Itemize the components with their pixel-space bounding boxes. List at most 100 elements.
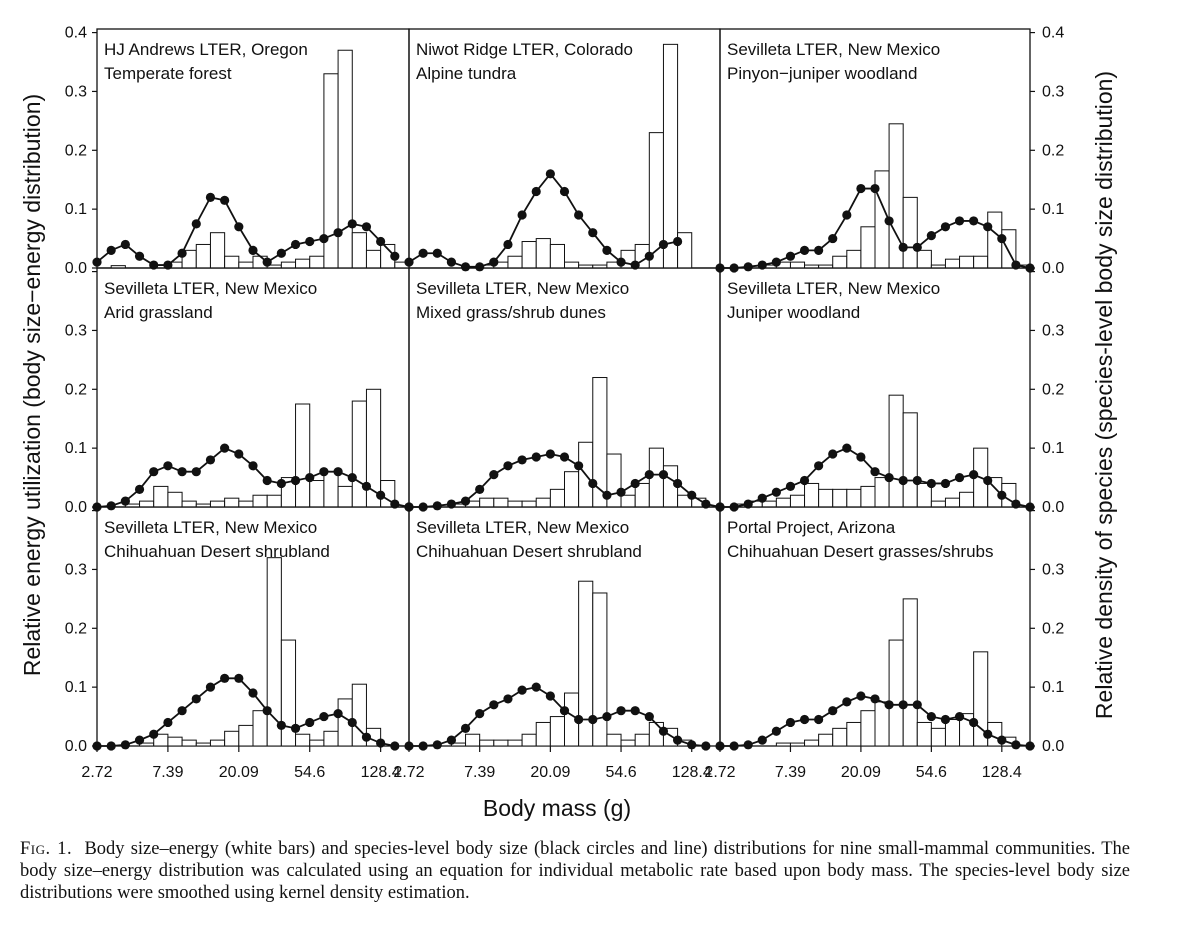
species-density-point	[884, 700, 894, 710]
energy-bar	[309, 739, 325, 747]
species-density-point	[842, 210, 852, 220]
species-density-point	[588, 228, 598, 238]
species-density-point	[134, 735, 145, 745]
panel-subtitle: Arid grassland	[104, 303, 213, 322]
species-density-point	[898, 700, 908, 710]
species-density-point	[134, 251, 145, 261]
panel-9: Portal Project, Arizona Chihuahuan Desert…	[704, 506, 1064, 781]
species-density-point	[672, 735, 683, 745]
species-density-point	[799, 714, 810, 725]
panel-subtitle: Mixed grass/shrub dunes	[416, 303, 606, 322]
species-density-point	[898, 242, 908, 253]
energy-bar	[549, 488, 566, 508]
y-axis-label-right: Relative density of species (species-lev…	[1091, 71, 1117, 719]
species-density-point	[856, 452, 866, 462]
energy-bar	[944, 258, 961, 269]
y-tick-label-left: 0.4	[65, 25, 87, 42]
energy-bar	[280, 261, 297, 269]
y-tick-label-right: 0.3	[1042, 83, 1064, 100]
energy-bar	[888, 639, 904, 747]
panel-8: Sevilleta LTER, New Mexico Chihuahuan Des…	[393, 506, 721, 781]
y-tick-label-left: 0.1	[65, 440, 87, 457]
species-density-point	[191, 467, 201, 477]
energy-bar	[224, 497, 240, 508]
energy-bar	[818, 733, 834, 747]
y-tick-label-right: 0.2	[1042, 381, 1064, 398]
species-density-point	[757, 493, 767, 503]
species-density-point	[785, 251, 796, 261]
energy-bar	[564, 261, 580, 269]
species-density-point	[842, 697, 852, 707]
y-tick-label-left: 0.3	[65, 83, 87, 100]
species-density-point	[574, 714, 584, 725]
y-tick-label-left: 0.1	[65, 679, 87, 696]
species-density-point	[997, 490, 1007, 500]
species-density-point	[361, 481, 372, 492]
x-tick-label: 7.39	[464, 764, 495, 781]
energy-bar	[252, 710, 268, 747]
energy-bar	[789, 494, 806, 508]
species-density-point	[743, 740, 753, 750]
species-density-point	[545, 169, 555, 179]
species-density-point	[644, 251, 654, 261]
species-density-point	[729, 741, 739, 751]
energy-bar	[804, 482, 820, 508]
species-density-point	[771, 726, 781, 736]
panel-title: Sevilleta LTER, New Mexico	[416, 518, 629, 537]
energy-bar	[493, 497, 509, 508]
species-density-point	[828, 233, 838, 244]
x-tick-label: 128.4	[672, 764, 712, 781]
figure-caption: Fig. 1. Body size–energy (white bars) an…	[20, 838, 1130, 904]
species-density-point	[574, 461, 584, 471]
species-density-point	[785, 717, 796, 728]
panel-subtitle: Temperate forest	[104, 64, 232, 83]
species-density-point	[503, 239, 513, 250]
species-density-point	[333, 467, 343, 477]
species-density-point	[559, 452, 570, 462]
y-tick-label-left: 0.2	[65, 381, 87, 398]
species-density-point	[460, 723, 471, 733]
species-density-point	[305, 717, 315, 728]
species-density-point	[220, 673, 230, 683]
y-tick-label-left: 0.2	[65, 620, 87, 637]
energy-bar	[916, 249, 932, 269]
species-density-point	[163, 717, 173, 728]
species-density-point	[347, 717, 357, 728]
species-density-point	[234, 449, 244, 459]
species-density-point	[120, 239, 130, 250]
energy-bar	[860, 710, 876, 747]
species-density-point	[672, 478, 683, 489]
x-axis-label: Body mass (g)	[483, 795, 631, 821]
species-density-point	[220, 195, 230, 205]
y-tick-label-right: 0.1	[1042, 679, 1064, 696]
panel-title: HJ Andrews LTER, Oregon	[104, 40, 308, 59]
x-tick-label: 20.09	[841, 764, 881, 781]
energy-bar	[351, 400, 367, 508]
species-density-point	[983, 475, 993, 486]
species-density-point	[884, 472, 894, 483]
energy-bar	[479, 497, 495, 508]
species-density-point	[771, 257, 781, 267]
species-density-point	[248, 688, 258, 698]
species-density-point	[120, 740, 130, 750]
y-tick-label-right: 0.0	[1042, 738, 1064, 755]
species-density-point	[475, 484, 485, 494]
y-tick-label-right: 0.3	[1042, 322, 1064, 339]
x-tick-label: 54.6	[294, 764, 325, 781]
panel-subtitle: Chihuahuan Desert grasses/shrubs	[727, 542, 993, 561]
energy-bar	[930, 727, 946, 747]
species-density-point	[1011, 740, 1021, 750]
panel-subtitle: Pinyon−juniper woodland	[727, 64, 917, 83]
x-tick-label: 2.72	[704, 764, 735, 781]
energy-bar	[902, 412, 918, 508]
energy-bar	[521, 733, 537, 747]
species-density-point	[92, 257, 102, 267]
species-density-point	[969, 216, 979, 226]
species-density-point	[658, 470, 669, 480]
species-density-point	[234, 673, 244, 683]
species-density-point	[290, 723, 301, 733]
panel-7: Sevilleta LTER, New Mexico Chihuahuan Des…	[65, 506, 410, 781]
energy-bar	[507, 739, 523, 747]
energy-bar	[295, 258, 311, 269]
energy-bar	[238, 724, 254, 747]
